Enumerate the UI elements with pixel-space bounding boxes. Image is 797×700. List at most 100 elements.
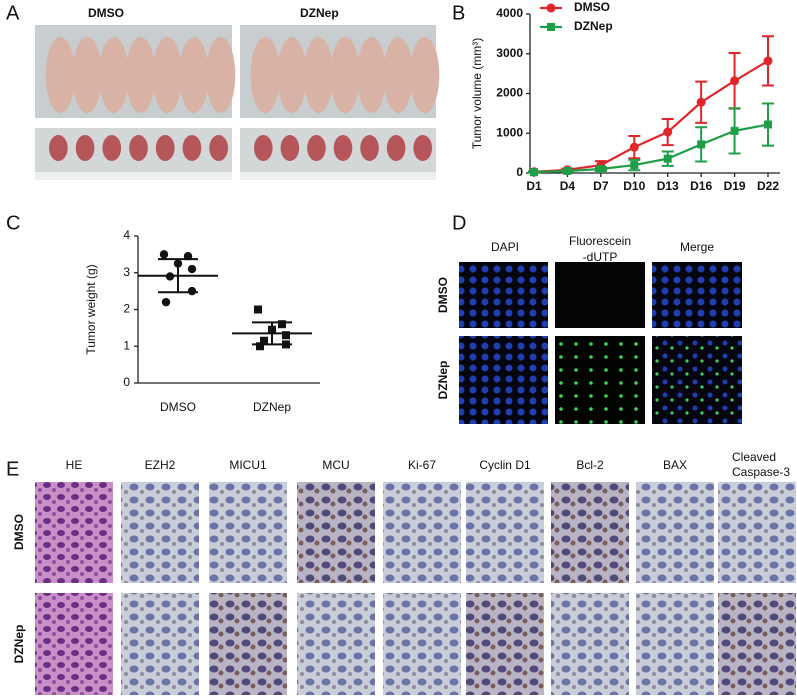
y-tick-label: 0 [123, 375, 130, 389]
y-tick-label: 4000 [496, 6, 523, 20]
mouse [179, 37, 209, 113]
point [161, 297, 171, 307]
marker [596, 165, 605, 174]
x-tick-label: D4 [560, 179, 576, 193]
point [260, 336, 268, 345]
micrograph [209, 593, 287, 695]
column-header: BAX [663, 458, 687, 472]
panel-c: C 0 1 2 3 4 Tumor weight (g) DMSO DZNep [6, 212, 320, 414]
micrograph [209, 482, 287, 583]
marker [696, 97, 706, 107]
panel-label: D [452, 212, 466, 234]
x-tick-label: DMSO [160, 400, 196, 414]
micrograph [459, 262, 548, 328]
mouse [152, 37, 182, 113]
column-header: MICU1 [229, 458, 267, 472]
panel-label: A [6, 2, 20, 24]
tumor [307, 135, 326, 161]
y-tick-label: 2000 [496, 86, 523, 100]
column-header: Merge [680, 240, 714, 254]
micrograph [718, 482, 796, 583]
micrograph [121, 482, 199, 583]
y-axis [529, 14, 780, 174]
tumor [155, 135, 175, 161]
y-tick-label: 4 [123, 228, 130, 242]
column-header: Cleaved [732, 450, 776, 464]
panel-label: E [6, 458, 19, 480]
micrograph [383, 482, 461, 583]
column-header: Fluorescein [569, 234, 631, 248]
column-header: HE [66, 458, 83, 472]
panel-e: E HE EZH2 MICU1 MCU Ki-67 Cyclin D1 Bcl-2 BAX Cl… [6, 450, 796, 695]
mouse [356, 37, 387, 113]
ruler [240, 172, 436, 180]
mouse [383, 37, 413, 113]
panel-b: B 0 1000 2000 3000 4000 D1 D4 D7 D10 D13 D16 D19 D22… [452, 0, 780, 193]
column-header: Bcl-2 [576, 458, 604, 472]
y-tick-label: 1 [123, 338, 130, 352]
tumor [386, 135, 406, 161]
marker [764, 120, 772, 129]
micrograph [297, 593, 375, 695]
x-tick-label: D19 [724, 179, 746, 193]
column-header: -dUTP [583, 250, 618, 264]
panel-label: C [6, 212, 20, 234]
column-header: MCU [322, 458, 349, 472]
marker [530, 168, 538, 177]
micrograph [555, 336, 645, 424]
point [256, 342, 264, 351]
y-axis-label: Tumor weight (g) [84, 264, 98, 354]
line [533, 59, 769, 173]
column-header: Caspase-3 [732, 465, 790, 479]
y-tick-label: 1000 [496, 125, 523, 139]
tumor [333, 135, 353, 161]
marker [763, 56, 773, 66]
x-tick-label: D10 [623, 179, 645, 193]
tumor [182, 135, 202, 161]
y-tick-label: 3000 [496, 46, 523, 60]
micrograph [652, 336, 742, 424]
tumor [102, 135, 122, 161]
micrograph [35, 593, 113, 695]
point [282, 331, 290, 340]
micrograph [35, 482, 113, 583]
mouse [277, 37, 307, 113]
row-label: DMSO [436, 277, 450, 313]
micrograph [383, 593, 461, 695]
micrograph [466, 482, 544, 583]
point [278, 320, 286, 329]
mouse [330, 37, 360, 113]
legend-marker [547, 23, 555, 31]
micrograph [652, 262, 742, 328]
x-tick-label: D13 [657, 179, 679, 193]
y-tick-label: 2 [123, 302, 130, 316]
mouse [45, 37, 76, 113]
marker [697, 140, 706, 149]
micrograph [555, 262, 645, 328]
point [187, 286, 197, 296]
point [254, 305, 262, 314]
point [187, 264, 197, 274]
x-tick-label: DZNep [253, 400, 291, 414]
tumor [360, 135, 379, 161]
micrograph [718, 593, 796, 695]
row-label: DZNep [12, 625, 26, 664]
tumor [253, 135, 273, 161]
marker [629, 142, 639, 152]
micrograph [551, 593, 629, 695]
y-tick-label: 0 [516, 165, 523, 179]
x-tick-label: D16 [690, 179, 712, 193]
sd-bar [252, 321, 292, 346]
micrograph [121, 593, 199, 695]
x-tick-label: D22 [757, 179, 779, 193]
marker [730, 126, 739, 135]
micrograph [636, 593, 714, 695]
legend-label: DMSO [574, 0, 610, 14]
column-header: DAPI [491, 240, 519, 254]
marker [730, 76, 740, 86]
column-header: EZH2 [145, 458, 176, 472]
mouse [205, 37, 236, 113]
marker [563, 167, 572, 176]
micrograph [636, 482, 714, 583]
marker [630, 161, 639, 170]
